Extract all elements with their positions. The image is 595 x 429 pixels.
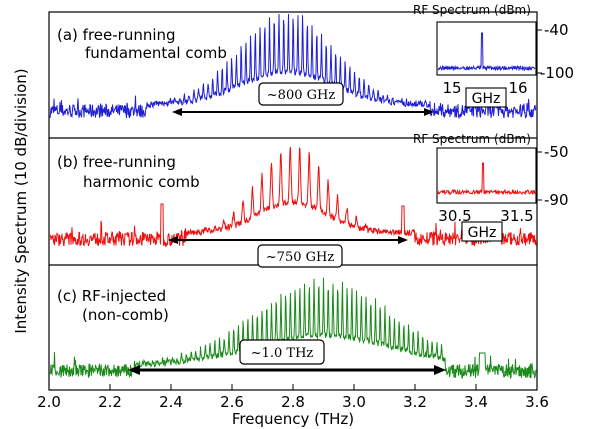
- panel-c-label-line1: (c) RF-injected: [57, 287, 166, 305]
- inset-b-xlabel: GHz: [468, 225, 497, 241]
- inset-a-xlabel: GHz: [472, 91, 501, 107]
- span-label-b: ~750 GHz: [266, 250, 335, 265]
- x-tick-label: 2.4: [159, 393, 183, 411]
- inset-a-trace-line: [437, 32, 536, 72]
- inset-a-xlabel-box: [465, 87, 507, 108]
- x-tick-label: 2.8: [281, 393, 305, 411]
- inset-a-title: RF Spectrum (dBm): [413, 3, 531, 17]
- inset-b-ytick-top: -50: [544, 143, 569, 161]
- inset-a-ytick-top: -40: [544, 21, 569, 39]
- span-arrow-b: [168, 236, 408, 244]
- inset-a-xtick-right: 16: [508, 79, 527, 97]
- inset-b-xtick-left: 30.5: [438, 207, 471, 225]
- span-arrow-a: [172, 108, 434, 116]
- x-tick-label: 2.6: [220, 393, 244, 411]
- inset-b-trace-line: [437, 162, 536, 196]
- inset-b-title: RF Spectrum (dBm): [413, 132, 531, 146]
- inset-b-trace: [437, 162, 536, 196]
- x-tick-label: 2.2: [98, 393, 122, 411]
- y-axis-label: Intensity Spectrum (10 dB/division): [12, 68, 30, 333]
- x-axis-ticks: 2.0 2.2 2.4 2.6 2.8 3.0 3.2 3.4 3.6: [37, 384, 549, 411]
- panel-a-label-line2: fundamental comb: [85, 44, 227, 62]
- spectrum-trace-a: [49, 13, 537, 120]
- inset-a: RF Spectrum (dBm) -40 -100 15 16 GHz: [413, 3, 574, 108]
- inset-b-xlabel-box: [461, 221, 503, 242]
- inset-b-xtick-right: 31.5: [500, 207, 533, 225]
- inset-b: RF Spectrum (dBm) -50 -90 30.5 31.5 GHz: [413, 132, 569, 242]
- panel-c-label-line2: (non-comb): [82, 306, 169, 324]
- x-tick-label: 3.0: [342, 393, 366, 411]
- x-tick-label: 3.2: [403, 393, 427, 411]
- inset-a-trace: [437, 32, 536, 72]
- span-label-box-a: [258, 82, 344, 106]
- panel-b-label-line2: harmonic comb: [83, 173, 200, 191]
- x-tick-label: 3.4: [464, 393, 488, 411]
- panel-a-label-line1: (a) free-running: [57, 26, 176, 44]
- span-label-c: ~1.0 THz: [251, 346, 314, 361]
- x-tick-label: 3.6: [525, 393, 549, 411]
- panel-b-label-line1: (b) free-running: [57, 153, 176, 171]
- inset-b-ytick-bottom: -90: [544, 191, 569, 209]
- span-label-box-b: [257, 244, 343, 268]
- x-tick-label: 2.0: [37, 393, 61, 411]
- span-arrow-c: [128, 365, 446, 375]
- spectrum-trace-b: [49, 147, 537, 248]
- inset-b-frame: [436, 147, 537, 204]
- span-label-box-c: [239, 339, 325, 365]
- span-label-a: ~800 GHz: [267, 88, 336, 103]
- inset-a-xtick-left: 15: [442, 79, 461, 97]
- inset-a-ytick-bottom: -100: [540, 64, 574, 82]
- x-axis-label: Frequency (THz): [232, 410, 354, 428]
